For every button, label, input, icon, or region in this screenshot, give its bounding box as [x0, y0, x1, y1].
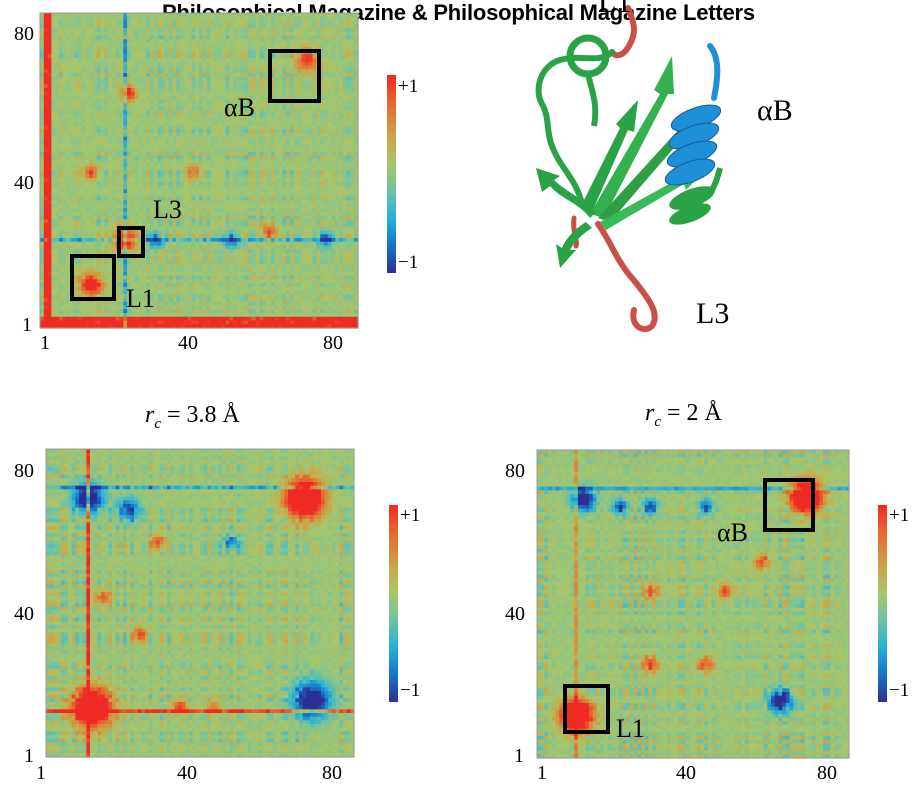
panel-c-title: rc = 2 Å — [645, 400, 722, 431]
highlight-box-1 — [563, 684, 610, 734]
highlight-box-1 — [117, 226, 145, 258]
heatmap-frame — [39, 12, 359, 329]
panel-c-title-sub: c — [654, 414, 661, 430]
heatmap-frame — [45, 448, 355, 758]
colorbar-a — [387, 75, 396, 273]
panel-b-title-rest: = 3.8 Å — [161, 402, 240, 428]
panel-b-title-sub: c — [154, 416, 161, 432]
panel-c-title-var: r — [645, 400, 654, 426]
structure-label-alphaB: αB — [757, 94, 793, 128]
colorbar-b-bottom-label: −1 — [400, 680, 420, 702]
colorbar-c — [878, 505, 887, 702]
colorbar-a-bottom-label: −1 — [398, 252, 418, 274]
ytick-c-1: 1 — [514, 745, 524, 768]
structure-label-L3: L3 — [696, 297, 729, 331]
ytick-b-40: 40 — [14, 603, 34, 626]
panel-b-title-var: r — [145, 402, 154, 428]
panel-b-title: rc = 3.8 Å — [145, 402, 240, 433]
ytick-c-80: 80 — [505, 460, 525, 483]
xtick-c-1: 1 — [537, 762, 547, 785]
ytick-b-80: 80 — [14, 460, 34, 483]
heatmap-frame — [536, 449, 850, 759]
xtick-b-80: 80 — [322, 762, 342, 785]
label-c-alphaB: αB — [717, 518, 748, 548]
highlight-box-2 — [70, 254, 116, 301]
label-a-alphaB: αB — [224, 93, 255, 123]
protein-structure-illustration — [535, 5, 723, 333]
colorbar-b-top-label: +1 — [400, 505, 420, 527]
xtick-b-1: 1 — [36, 762, 46, 785]
label-a-L1: L1 — [126, 284, 155, 314]
colorbar-c-top-label: +1 — [889, 505, 909, 527]
heatmap-c — [536, 449, 850, 759]
highlight-box-0 — [268, 49, 321, 103]
colorbar-c-bottom-label: −1 — [889, 680, 909, 702]
xtick-c-80: 80 — [817, 762, 837, 785]
heatmap-a — [39, 12, 359, 329]
ytick-a-40: 40 — [14, 172, 34, 195]
xtick-c-40: 40 — [676, 762, 696, 785]
heatmap-cells — [40, 13, 359, 329]
ytick-a-1: 1 — [22, 314, 32, 337]
heatmap-cells — [46, 449, 355, 758]
label-a-L3: L3 — [153, 195, 182, 225]
ytick-a-80: 80 — [14, 23, 34, 46]
ytick-b-1: 1 — [24, 745, 34, 768]
ytick-c-40: 40 — [505, 603, 525, 626]
xtick-b-40: 40 — [177, 762, 197, 785]
xtick-a-80: 80 — [323, 332, 343, 355]
label-c-L1: L1 — [616, 714, 645, 744]
xtick-a-40: 40 — [178, 332, 198, 355]
panel-c-title-rest: = 2 Å — [661, 400, 722, 426]
colorbar-b — [389, 505, 398, 702]
heatmap-cells — [537, 450, 850, 759]
structure-label-L1: L1 — [598, 0, 631, 20]
highlight-box-0 — [763, 478, 815, 532]
xtick-a-1: 1 — [40, 332, 50, 355]
heatmap-b — [45, 448, 355, 758]
colorbar-a-top-label: +1 — [398, 76, 418, 98]
